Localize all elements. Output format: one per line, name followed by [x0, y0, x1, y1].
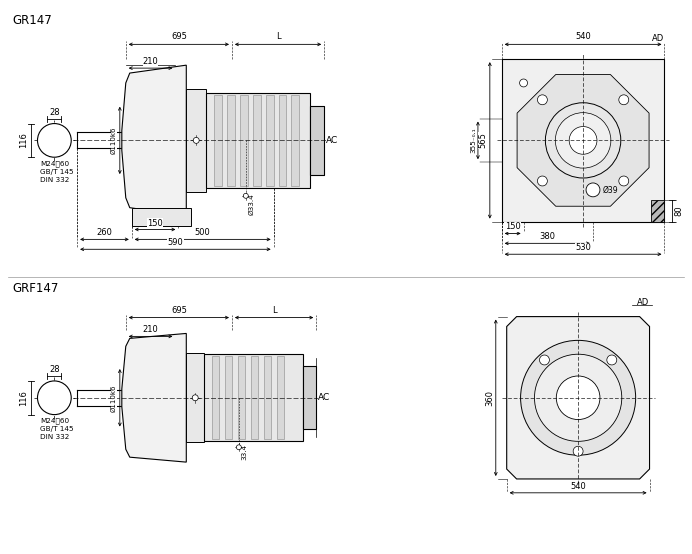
Text: 28: 28 [49, 107, 60, 117]
Circle shape [244, 193, 248, 198]
Text: L: L [272, 306, 276, 315]
Bar [212, 356, 219, 439]
Bar [291, 95, 300, 186]
Text: Ø33.4: Ø33.4 [249, 193, 255, 214]
Text: 695: 695 [171, 32, 187, 42]
Text: M24深60
GB/T 145
DIN 332: M24深60 GB/T 145 DIN 332 [40, 160, 74, 183]
Polygon shape [186, 353, 204, 442]
Text: 500: 500 [194, 228, 210, 238]
Text: Ø110k6: Ø110k6 [111, 127, 117, 154]
Polygon shape [122, 334, 186, 462]
Bar [266, 95, 273, 186]
Text: 33.4: 33.4 [242, 444, 248, 460]
Text: 80: 80 [674, 206, 683, 216]
Circle shape [538, 95, 547, 105]
Bar [310, 106, 324, 175]
Text: AC: AC [318, 393, 331, 402]
Text: Ø110k6: Ø110k6 [111, 384, 117, 412]
Circle shape [540, 355, 549, 365]
Bar [240, 95, 248, 186]
Bar [206, 93, 310, 188]
Text: 695: 695 [171, 306, 187, 315]
Text: VEMTE传动: VEMTE传动 [215, 394, 317, 415]
Text: GR147: GR147 [12, 14, 53, 27]
Bar [277, 356, 284, 439]
Text: 28: 28 [49, 365, 60, 374]
Polygon shape [122, 65, 186, 216]
Text: 530: 530 [575, 243, 591, 252]
Bar [225, 356, 232, 439]
Text: 380: 380 [539, 232, 556, 242]
Circle shape [573, 447, 583, 456]
Text: 150: 150 [504, 223, 520, 232]
Text: M24深60
GB/T 145
DIN 332: M24深60 GB/T 145 DIN 332 [40, 418, 74, 440]
Text: 260: 260 [96, 228, 112, 238]
Bar [214, 95, 222, 186]
Text: 116: 116 [19, 390, 28, 406]
Text: 360: 360 [485, 390, 494, 406]
Bar [264, 356, 271, 439]
Text: 116: 116 [19, 132, 28, 148]
Bar [253, 95, 261, 186]
Bar [650, 200, 664, 222]
Circle shape [193, 137, 199, 143]
Text: 150: 150 [147, 218, 163, 228]
Circle shape [534, 354, 622, 442]
Text: 355₋₀.₁: 355₋₀.₁ [470, 127, 476, 153]
Circle shape [555, 112, 611, 168]
Circle shape [192, 395, 198, 401]
Text: 590: 590 [167, 238, 183, 247]
Text: Ø39: Ø39 [603, 186, 619, 194]
Text: AD: AD [652, 34, 664, 43]
Text: 540: 540 [575, 32, 591, 42]
Circle shape [520, 79, 527, 87]
Text: 210: 210 [143, 57, 158, 66]
Circle shape [545, 102, 621, 178]
Text: GRF147: GRF147 [12, 282, 59, 295]
Text: 540: 540 [570, 482, 586, 491]
Circle shape [570, 126, 597, 154]
Circle shape [607, 355, 617, 365]
Bar [502, 59, 664, 222]
Circle shape [619, 176, 629, 186]
Circle shape [538, 176, 547, 186]
Circle shape [520, 340, 636, 455]
Text: AD: AD [637, 297, 650, 307]
Polygon shape [517, 75, 649, 206]
Text: L: L [275, 32, 280, 42]
Bar [303, 366, 316, 429]
Bar [251, 356, 257, 439]
Circle shape [237, 445, 242, 450]
Polygon shape [186, 89, 206, 192]
Circle shape [37, 381, 71, 414]
Circle shape [619, 95, 629, 105]
Polygon shape [131, 208, 191, 225]
Circle shape [586, 183, 600, 197]
Bar [204, 354, 303, 442]
Text: AC: AC [326, 136, 338, 145]
Text: 210: 210 [143, 325, 158, 335]
Bar [238, 356, 245, 439]
Bar [227, 95, 235, 186]
Bar [279, 95, 286, 186]
Circle shape [37, 124, 71, 157]
Circle shape [556, 376, 600, 419]
Polygon shape [507, 316, 650, 479]
Text: 565: 565 [479, 132, 488, 148]
